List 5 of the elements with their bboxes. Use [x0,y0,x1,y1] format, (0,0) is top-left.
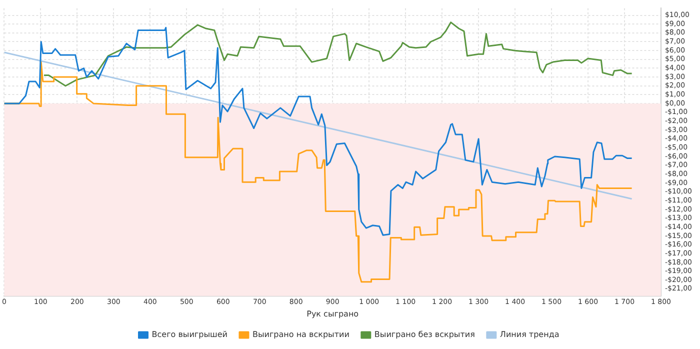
legend-label: Выиграно без вскрытия [374,330,476,340]
legend-label: Линия тренда [500,330,560,340]
x-axis-title: Рук сыграно [306,309,359,318]
legend-label: Всего выигрышей [152,330,228,340]
legend-label: Выиграно на вскрытии [252,330,350,340]
